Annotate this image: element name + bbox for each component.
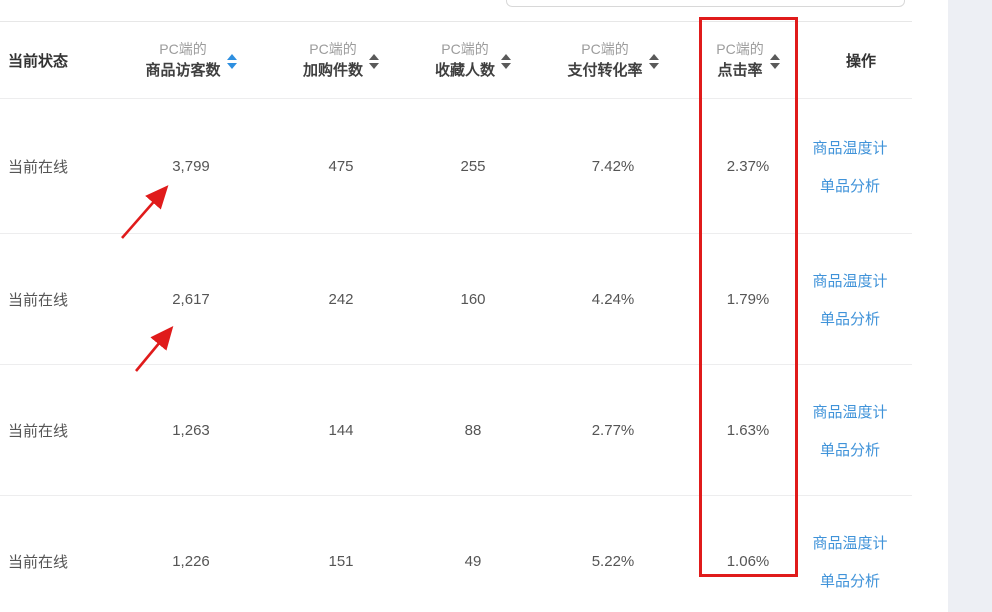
conversion-cell: 7.42% <box>591 157 635 175</box>
column-header-sublabel: PC端的 <box>716 41 764 57</box>
favorites-cell: 160 <box>460 290 486 308</box>
operations-cell: 商品温度计 单品分析 <box>804 532 896 591</box>
sort-caret-icon <box>648 53 659 69</box>
column-header-label: 加购件数 <box>302 62 363 79</box>
table-row: 当前在线 2,617 242 160 4.24% 1.79% 商品温度计 单品分… <box>0 234 912 365</box>
column-header-label: 操作 <box>845 52 876 70</box>
column-header-cart[interactable]: PC端的 加购件数 <box>286 22 396 98</box>
column-header-sublabel: PC端的 <box>441 41 489 57</box>
column-header-status: 当前状态 <box>0 22 96 98</box>
link-single-item-analysis[interactable]: 单品分析 <box>819 441 880 459</box>
column-header-favorites[interactable]: PC端的 收藏人数 <box>396 22 550 98</box>
table-row: 当前在线 3,799 475 255 7.42% 2.37% 商品温度计 单品分… <box>0 99 912 234</box>
column-header-label: 商品访客数 <box>145 62 221 79</box>
sort-caret-icon <box>769 53 780 69</box>
status-cell: 当前在线 <box>8 158 69 176</box>
operations-cell: 商品温度计 单品分析 <box>804 137 896 196</box>
filter-input[interactable] <box>506 0 905 7</box>
ctr-cell: 2.37% <box>726 157 770 175</box>
visitors-cell: 2,617 <box>172 290 210 308</box>
column-header-conversion[interactable]: PC端的 支付转化率 <box>550 22 676 98</box>
ctr-cell: 1.79% <box>726 290 770 308</box>
cart-cell: 475 <box>328 157 354 175</box>
table-row: 当前在线 1,263 144 88 2.77% 1.63% 商品温度计 单品分析 <box>0 365 912 496</box>
column-header-label: 当前状态 <box>8 52 69 70</box>
status-cell: 当前在线 <box>8 291 69 309</box>
column-header-ctr[interactable]: PC端的 点击率 <box>676 22 820 98</box>
sort-caret-icon <box>501 53 511 69</box>
visitors-cell: 1,263 <box>172 421 210 439</box>
sort-caret-icon <box>226 53 237 69</box>
cart-cell: 151 <box>328 553 354 570</box>
cart-cell: 242 <box>328 290 354 308</box>
operations-cell: 商品温度计 单品分析 <box>804 401 896 460</box>
table-row: 当前在线 1,226 151 49 5.22% 1.06% 商品温度计 单品分析 <box>0 496 912 612</box>
column-header-sublabel: PC端的 <box>159 41 207 57</box>
table-header: 当前状态 PC端的 商品访客数 PC端的 加购件数 PC端的 收 <box>0 21 912 99</box>
conversion-cell: 4.24% <box>591 290 635 308</box>
conversion-cell: 2.77% <box>591 421 635 439</box>
status-cell: 当前在线 <box>8 554 69 571</box>
column-header-label: 支付转化率 <box>567 62 643 79</box>
link-product-thermometer[interactable]: 商品温度计 <box>812 139 888 157</box>
visitors-cell: 1,226 <box>172 553 210 570</box>
link-single-item-analysis[interactable]: 单品分析 <box>819 573 880 590</box>
conversion-cell: 5.22% <box>591 553 635 570</box>
sort-caret-icon <box>369 53 379 69</box>
ctr-cell: 1.63% <box>726 421 770 439</box>
column-header-label: 收藏人数 <box>434 62 495 79</box>
products-table: 当前状态 PC端的 商品访客数 PC端的 加购件数 PC端的 收 <box>0 21 912 612</box>
column-header-sublabel: PC端的 <box>309 41 357 57</box>
favorites-cell: 49 <box>464 553 482 570</box>
ctr-cell: 1.06% <box>726 553 770 570</box>
link-product-thermometer[interactable]: 商品温度计 <box>812 535 888 552</box>
favorites-cell: 255 <box>460 157 486 175</box>
column-header-label: 点击率 <box>717 62 763 79</box>
link-single-item-analysis[interactable]: 单品分析 <box>819 177 880 195</box>
visitors-cell: 3,799 <box>172 157 210 175</box>
link-product-thermometer[interactable]: 商品温度计 <box>812 272 888 290</box>
cart-cell: 144 <box>328 421 354 439</box>
status-cell: 当前在线 <box>8 422 69 440</box>
operations-cell: 商品温度计 单品分析 <box>804 270 896 329</box>
page-background-band <box>948 0 992 612</box>
link-single-item-analysis[interactable]: 单品分析 <box>819 310 880 328</box>
link-product-thermometer[interactable]: 商品温度计 <box>812 403 888 421</box>
column-header-sublabel: PC端的 <box>581 41 629 57</box>
favorites-cell: 88 <box>464 421 482 439</box>
column-header-operations: 操作 <box>815 22 907 98</box>
column-header-visitors[interactable]: PC端的 商品访客数 <box>96 22 286 98</box>
